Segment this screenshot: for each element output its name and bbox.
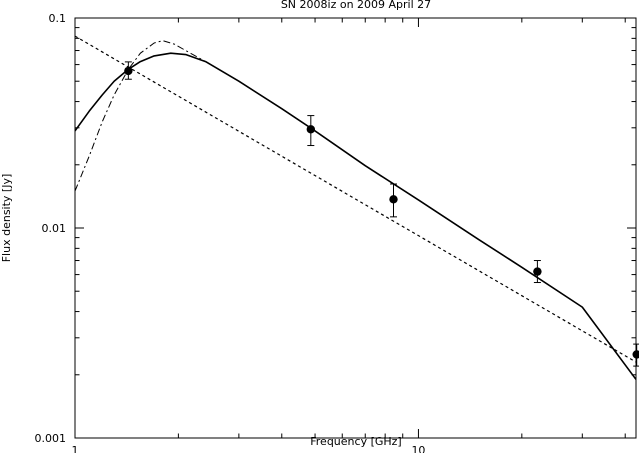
data-point [124, 66, 133, 76]
chart-title: SN 2008iz on 2009 April 27 [281, 0, 431, 11]
data-point [306, 125, 316, 134]
x-tick-label: 10 [411, 444, 425, 453]
data-point [389, 195, 398, 204]
series-dash-dot-line [75, 40, 636, 380]
plot-frame [74, 17, 637, 439]
series-solid-line [75, 52, 636, 380]
y-tick-label: 0.1 [49, 12, 67, 25]
y-tick-label: 0.01 [42, 222, 67, 235]
plot-area: 1 10 0.1 0.01 0.001 [35, 12, 639, 453]
y-axis-label: Flux density [Jy] [0, 174, 13, 263]
y-tick-label: 0.001 [35, 432, 67, 445]
x-tick-label: 1 [72, 444, 79, 453]
series-dotted-line [75, 35, 636, 363]
x-axis-label: Frequency [GHz] [310, 435, 401, 448]
data-point [632, 350, 639, 359]
data-point [533, 267, 542, 276]
